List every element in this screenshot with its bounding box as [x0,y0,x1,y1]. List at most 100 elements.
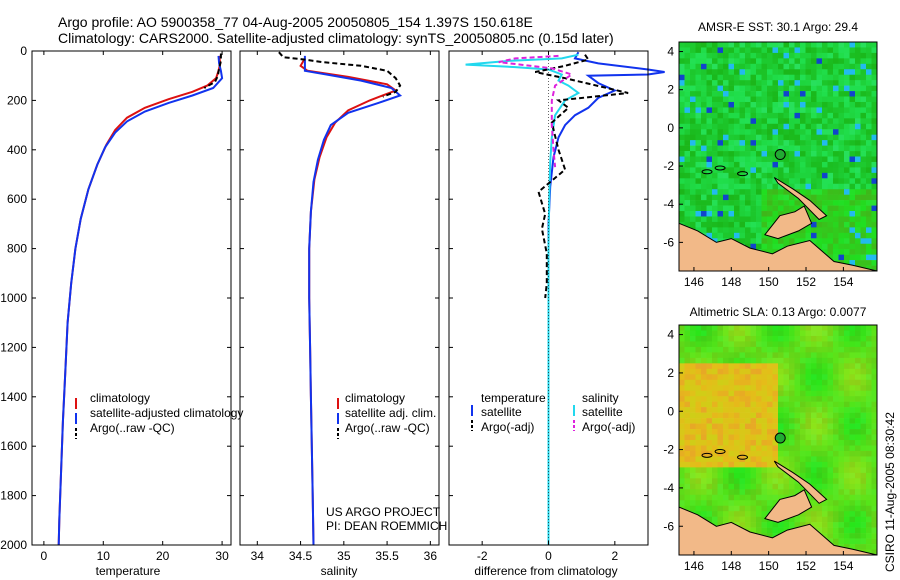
map-cell [690,211,696,217]
map-cell [767,445,773,452]
map-cell [849,505,856,512]
map-cell [679,418,685,424]
map-cell [833,238,839,245]
temperature-legend: climatology satellite-adjusted climatolo… [75,391,243,439]
map-cell [849,232,856,239]
map-cell [860,357,867,364]
map-cell [690,456,696,463]
map-cell [723,341,729,348]
map-cell [871,80,878,86]
map-cell [739,238,746,245]
map-cell [767,335,773,342]
map-cell [679,478,685,485]
temperature-plot-area [57,53,224,546]
map-cell [833,363,839,370]
map-cell [761,189,768,195]
map-cell [772,145,779,152]
map-cell [827,511,834,517]
map-cell [849,450,856,457]
map-cell [734,227,740,234]
map-cell [756,194,762,201]
map-cell [706,232,713,239]
map-cell [723,445,729,452]
map-cell [816,511,823,517]
map-cell [794,445,801,452]
map-cell [822,522,828,528]
map-cell [739,325,746,331]
map-cell [800,341,806,348]
map-cell [866,260,872,266]
map-cell [849,346,856,353]
map-cell [750,346,757,353]
map-cell [734,216,740,223]
map-cell [739,227,746,234]
map-cell [723,47,729,54]
map-cell [800,374,806,381]
map-cell [838,101,845,108]
map-cell [772,472,779,479]
map-cell [679,211,685,217]
map-cell [778,527,784,534]
map-cell [789,161,795,168]
map-cell [794,161,801,168]
map-cell [849,129,856,135]
csiro-stamp: CSIRO 11-Aug-2005 08:30:42 [883,412,897,572]
map-cell [866,385,872,392]
map-cell [844,494,850,501]
map-cell [717,69,724,76]
map-cell [855,500,861,507]
map-cell [767,123,773,130]
map-cell [871,429,878,435]
map-cell [844,390,850,397]
map-cell [822,363,828,370]
map-cell [838,167,845,174]
map-cell [778,368,784,375]
map-cell [761,74,768,81]
map-cell [805,69,812,76]
map-cell [871,489,878,496]
map-cell [827,483,834,490]
map-cell [756,385,762,392]
map-cell [811,161,817,168]
map-cell [723,472,729,479]
map-x-tick-label: 146 [684,275,704,289]
map-cell [723,516,729,523]
map-cell [860,346,867,353]
map-cell [778,129,784,135]
map-cell [789,134,795,141]
map-cell [860,478,867,485]
map-cell [712,511,718,517]
map-cell [772,445,779,452]
map-cell [706,85,713,92]
new-britain-landmass [764,489,813,523]
map-cell [860,232,867,239]
map-cell [767,456,773,463]
map-cell [745,330,751,337]
map-cell [695,205,702,212]
map-cell [827,527,834,534]
map-cell [745,352,751,359]
map-cell [767,522,773,528]
map-cell [728,232,735,239]
map-cell [871,91,878,97]
map-cell [767,363,773,370]
map-cell [811,368,817,375]
map-cell [684,330,691,337]
map-cell [838,74,845,81]
map-cell [695,494,702,501]
map-cell [706,423,713,430]
map-cell [844,254,850,261]
map-cell [778,243,784,250]
map-cell [789,118,795,125]
map-cell [679,390,685,397]
map-cell [761,211,768,217]
map-cell [756,478,762,485]
map-cell [789,63,795,70]
map-cell [684,91,691,97]
map-y-tick-label: -2 [663,443,674,457]
map-cell [866,167,872,174]
map-cell [684,374,691,381]
map-cell [772,489,779,496]
salinity-ticks: 34 34.5 35 35.5 36 [240,50,439,563]
map-cell [860,330,867,337]
